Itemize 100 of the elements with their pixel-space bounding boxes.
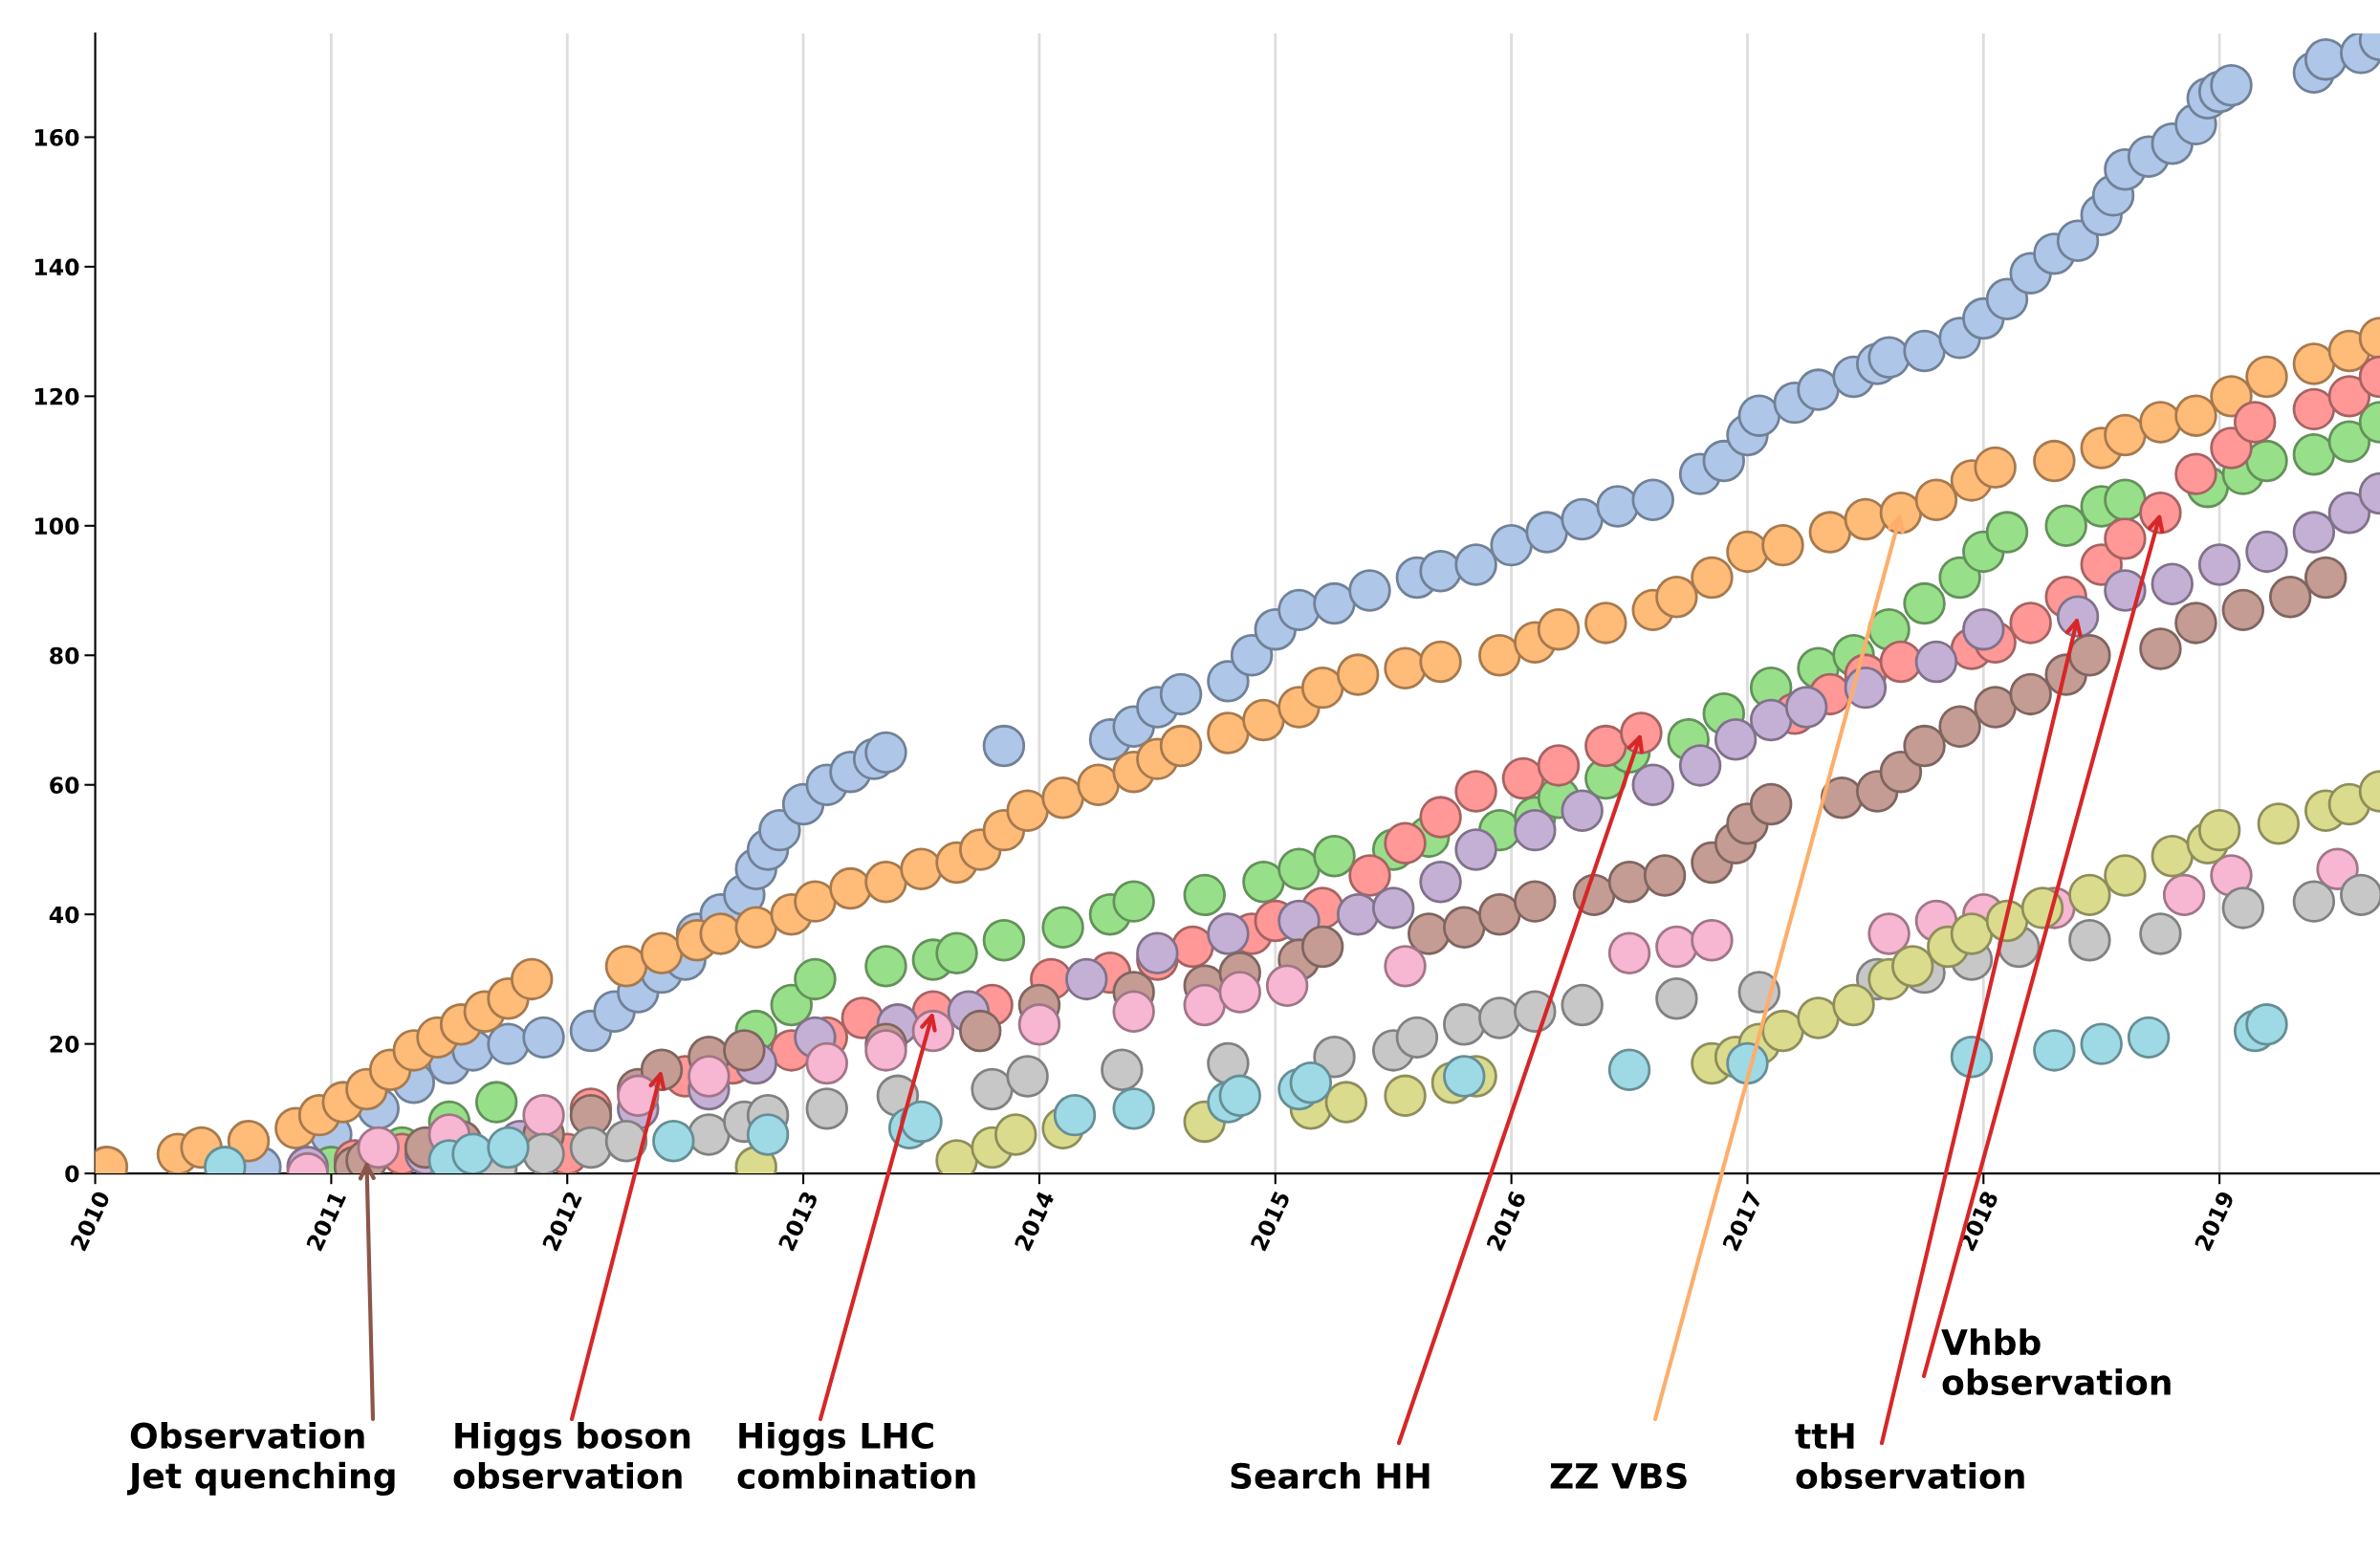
point <box>2245 439 2288 483</box>
point <box>2292 511 2336 554</box>
point <box>1514 880 1557 923</box>
point <box>1336 892 1380 936</box>
point <box>2080 1022 2123 1065</box>
point <box>1419 861 1462 904</box>
point <box>1797 996 1840 1039</box>
annotation: Vhbb observation <box>1941 1328 2171 1395</box>
point <box>1041 906 1084 949</box>
y-tick-label: 160 <box>34 128 79 146</box>
point <box>2327 492 2371 535</box>
point <box>688 1055 731 1098</box>
point <box>1607 1048 1651 1091</box>
point <box>1607 931 1651 975</box>
point <box>2104 569 2147 612</box>
point <box>770 983 813 1027</box>
point <box>1313 1035 1356 1079</box>
point <box>2139 912 2182 955</box>
point <box>1053 1093 1097 1137</box>
point <box>805 1041 848 1085</box>
annotation: Observation Jet quenching <box>126 1421 395 1496</box>
point <box>2327 420 2371 463</box>
point <box>864 1029 907 1072</box>
point <box>1112 880 1155 923</box>
point <box>1655 925 1698 969</box>
point <box>1112 1087 1155 1130</box>
point <box>2316 847 2359 890</box>
point <box>1607 861 1651 904</box>
point <box>1631 763 1674 806</box>
point <box>1561 983 1604 1027</box>
point <box>2044 504 2087 548</box>
point <box>652 1120 695 1163</box>
point <box>1501 756 1545 800</box>
y-tick-label: 60 <box>50 776 79 795</box>
point <box>1844 666 1888 710</box>
point <box>2151 562 2194 605</box>
point <box>522 1093 565 1137</box>
point <box>1207 912 1250 955</box>
point <box>1384 1074 1427 1118</box>
point <box>1514 808 1557 852</box>
point <box>959 1009 1002 1053</box>
point <box>2139 627 2182 670</box>
point <box>1443 906 1486 949</box>
point <box>2245 530 2288 574</box>
point <box>2304 556 2347 600</box>
point <box>1454 828 1497 871</box>
point <box>1537 744 1581 787</box>
x-tick-label: 2015 <box>1250 1190 1291 1252</box>
point <box>2233 401 2277 444</box>
point <box>2068 873 2111 917</box>
point <box>2221 588 2265 632</box>
point <box>1017 1003 1061 1046</box>
point <box>1289 1061 1333 1105</box>
point <box>2174 452 2217 495</box>
point <box>1867 912 1911 955</box>
point <box>1395 1016 1439 1060</box>
point <box>2221 886 2265 930</box>
point <box>2127 1016 2171 1060</box>
point <box>1183 873 1226 917</box>
annotation: Search HH <box>1231 1462 1430 1489</box>
point <box>2068 919 2111 962</box>
point <box>604 1120 648 1163</box>
point <box>982 919 1026 962</box>
point <box>1384 945 1427 988</box>
point <box>2009 672 2052 716</box>
x-tick-label: 2016 <box>1486 1190 1527 1252</box>
point <box>1655 977 1698 1020</box>
point <box>1678 744 1722 787</box>
point <box>1218 1074 1261 1118</box>
point <box>1408 912 1451 955</box>
point <box>1950 912 1994 955</box>
annotation: Higgs LHC combination <box>737 1421 975 1489</box>
point <box>2197 543 2241 586</box>
point <box>1112 990 1155 1033</box>
point <box>794 957 837 1001</box>
point <box>1478 996 1521 1039</box>
point <box>1443 1055 1486 1098</box>
point <box>1761 1009 1804 1053</box>
point <box>2292 387 2336 431</box>
point <box>1371 886 1415 930</box>
point <box>971 1067 1014 1111</box>
point <box>723 1029 766 1072</box>
point <box>474 1081 518 1124</box>
point <box>1454 770 1497 813</box>
point <box>1207 1041 1250 1085</box>
point <box>1584 724 1627 768</box>
point <box>2197 808 2241 852</box>
point <box>2292 880 2336 923</box>
point <box>1914 640 1958 684</box>
point <box>1183 983 1226 1027</box>
annotation: ttH observation <box>1795 1423 2024 1489</box>
point <box>1101 1048 1144 1091</box>
point <box>1974 686 2017 729</box>
x-tick-label: 2013 <box>777 1190 819 1252</box>
point <box>1384 821 1427 864</box>
point <box>900 1100 943 1144</box>
point <box>1478 892 1521 936</box>
point <box>1324 1081 1368 1124</box>
point <box>2151 835 2194 878</box>
annotation: ZZ VBS <box>1550 1462 1687 1489</box>
